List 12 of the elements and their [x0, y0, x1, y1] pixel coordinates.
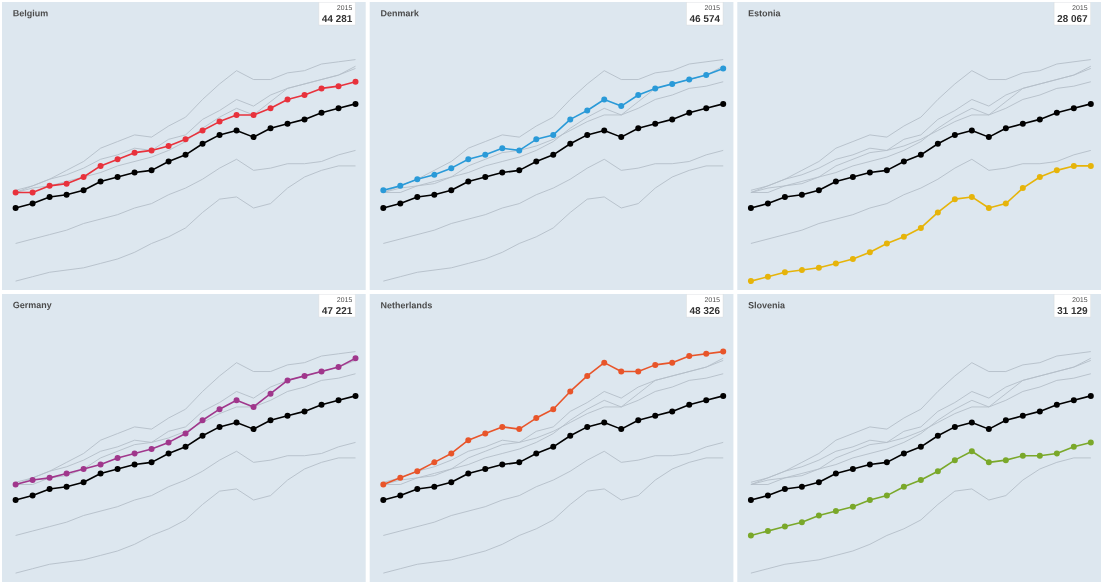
chart-title: Estonia — [748, 9, 781, 17]
text: 31 129 — [1057, 307, 1088, 315]
text: 48 326 — [689, 307, 720, 315]
text: 47 221 — [322, 307, 353, 315]
chart-title: Germany — [13, 301, 52, 310]
chart-title: Slovenia — [748, 301, 786, 309]
chart-title: Denmark — [381, 9, 419, 17]
text: 28 067 — [1057, 15, 1088, 23]
chart-title: Netherlands — [381, 301, 432, 309]
text: 44 281 — [322, 15, 353, 23]
text: 46 574 — [689, 15, 720, 23]
chart-title: Belgium — [13, 9, 48, 19]
